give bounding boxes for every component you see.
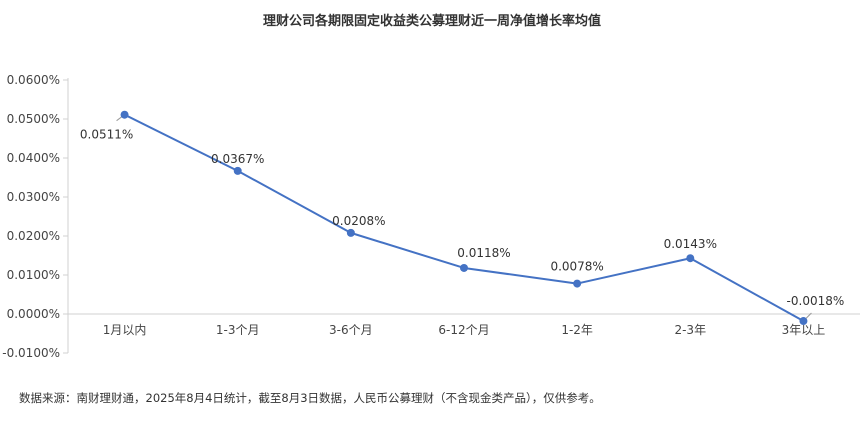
data-point bbox=[799, 317, 808, 326]
y-tick-label: 0.0300% bbox=[7, 190, 60, 204]
x-tick-label: 6-12个月 bbox=[438, 323, 489, 337]
data-point bbox=[233, 166, 242, 175]
data-label: 0.0143% bbox=[664, 237, 717, 251]
y-tick-label: 0.0500% bbox=[7, 112, 60, 126]
data-label: 0.0078% bbox=[550, 260, 603, 274]
series-line bbox=[124, 113, 804, 322]
y-tick-label: 0.0100% bbox=[7, 268, 60, 282]
data-label: 0.0208% bbox=[332, 214, 385, 228]
y-tick-label: -0.0100% bbox=[2, 346, 60, 360]
data-point bbox=[460, 263, 468, 272]
chart-title: 理财公司各期限固定收益类公募理财近一周净值增长率均值 bbox=[262, 14, 601, 29]
x-tick-label: 2-3年 bbox=[674, 323, 706, 337]
x-tick-label: 1-3个月 bbox=[216, 323, 260, 337]
y-tick-label: 0.0400% bbox=[7, 151, 60, 165]
data-label: 0.0367% bbox=[211, 152, 264, 166]
x-tick-label: 1月以内 bbox=[103, 323, 147, 337]
x-tick-label: 1-2年 bbox=[561, 323, 593, 337]
source-footnote: 数据来源：南财理财通，2025年8月4日统计，截至8月3日数据，人民币公募理财（… bbox=[19, 391, 601, 405]
data-label: -0.0018% bbox=[787, 294, 845, 308]
data-point bbox=[120, 110, 129, 119]
data-point bbox=[686, 254, 695, 263]
x-tick-label: 3-6个月 bbox=[329, 323, 373, 337]
data-point bbox=[573, 279, 582, 288]
data-label: 0.0118% bbox=[457, 246, 510, 260]
y-tick-label: 0.0000% bbox=[7, 307, 60, 321]
y-tick-label: 0.0600% bbox=[7, 73, 60, 87]
x-tick-label: 3年以上 bbox=[782, 323, 826, 337]
data-point bbox=[346, 228, 355, 237]
y-tick-label: 0.0200% bbox=[7, 229, 60, 243]
data-label: 0.0511% bbox=[80, 128, 133, 142]
